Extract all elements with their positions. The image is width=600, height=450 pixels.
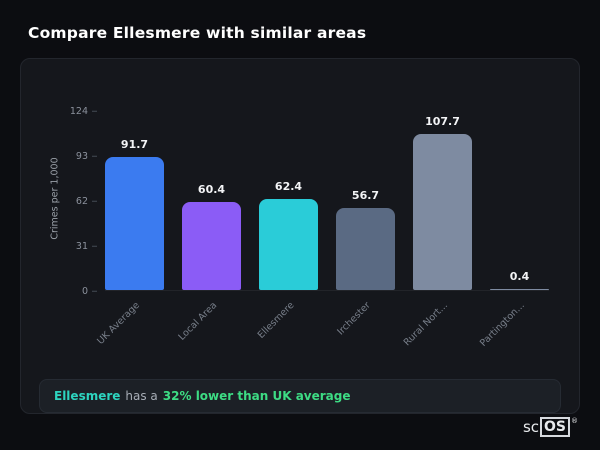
logo-boxed-text: OS xyxy=(540,417,570,437)
bar-value-label: 60.4 xyxy=(197,183,226,197)
insight-area-name: Ellesmere xyxy=(54,389,121,403)
insight-mid-text: has a xyxy=(125,389,158,403)
bar-value-label: 107.7 xyxy=(425,114,460,128)
tick-mark xyxy=(92,290,97,292)
registered-mark-icon: ® xyxy=(571,417,578,425)
x-axis-label: Ellesmere xyxy=(255,300,297,341)
bar-slot: 60.4 Local Area xyxy=(176,111,241,343)
x-axis-label: UK Average xyxy=(95,300,143,347)
tick-mark xyxy=(92,200,97,202)
bar[interactable] xyxy=(259,199,318,290)
tick-mark xyxy=(92,155,97,157)
y-axis-tick: 0 xyxy=(82,286,97,296)
y-axis-tick: 93 xyxy=(76,151,97,161)
bar-slot: 62.4 Ellesmere xyxy=(255,111,318,341)
bar[interactable] xyxy=(336,207,395,290)
bar-value-label: 0.4 xyxy=(509,269,530,283)
insight-banner: Ellesmere has a 32% lower than UK averag… xyxy=(39,379,561,413)
page-title: Compare Ellesmere with similar areas xyxy=(28,24,367,42)
bar-slot: 56.7 Irchester xyxy=(336,111,395,337)
bar-slot: 91.7 UK Average xyxy=(95,111,164,347)
bar[interactable] xyxy=(182,202,241,290)
bar[interactable] xyxy=(490,288,549,290)
x-axis-label: Rural Nort... xyxy=(402,300,451,349)
y-axis-tick: 62 xyxy=(76,196,97,206)
bar[interactable] xyxy=(413,133,472,290)
bar-slot: 0.4 Partington... xyxy=(478,111,549,349)
y-axis-ticks: 0 31 62 93 124 xyxy=(57,106,97,295)
bar-value-label: 62.4 xyxy=(274,180,303,194)
x-axis-label: Local Area xyxy=(176,300,220,343)
x-axis-label: Irchester xyxy=(335,300,374,338)
logo-prefix: sc xyxy=(522,418,540,436)
plot-area: 91.7 UK Average 60.4 Local Area 62.4 Ellesmer… xyxy=(95,111,549,349)
chart-card: Crimes per 1,000 0 31 62 93 124 91.7 UK Avera… xyxy=(20,58,580,414)
y-axis-tick: 124 xyxy=(70,106,97,116)
bar-slot: 107.7 Rural Nort... xyxy=(402,111,472,348)
bar[interactable] xyxy=(105,156,164,290)
x-axis-label: Partington... xyxy=(478,300,528,349)
scos-logo: sc OS ® xyxy=(523,417,578,437)
tick-mark xyxy=(92,245,97,247)
tick-mark xyxy=(92,110,97,112)
insight-stat-text: 32% lower than UK average xyxy=(162,389,351,403)
bar-value-label: 91.7 xyxy=(120,137,149,151)
bar-value-label: 56.7 xyxy=(351,188,380,202)
y-axis-tick: 31 xyxy=(76,241,97,251)
